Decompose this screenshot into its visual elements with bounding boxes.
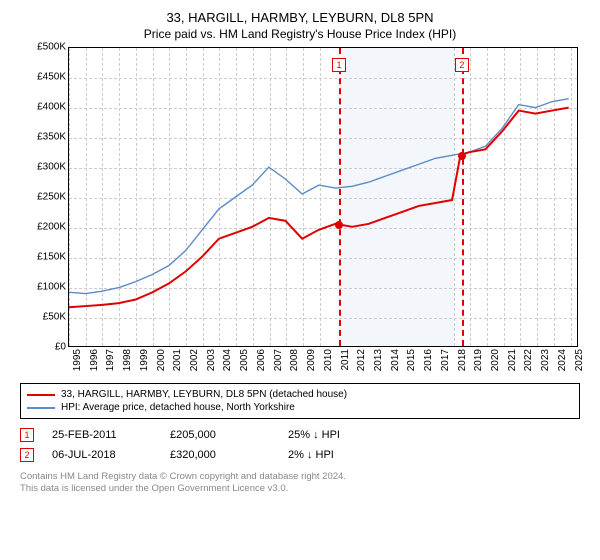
- x-tick-label: 2003: [206, 349, 217, 371]
- legend-item: HPI: Average price, detached house, Nort…: [27, 401, 573, 414]
- footer-line-2: This data is licensed under the Open Gov…: [20, 483, 580, 495]
- x-tick-label: 2005: [239, 349, 250, 371]
- y-axis: £0£50K£100K£150K£200K£250K£300K£350K£400…: [20, 47, 68, 347]
- legend-item: 33, HARGILL, HARMBY, LEYBURN, DL8 5PN (d…: [27, 388, 573, 401]
- event-line: [339, 48, 341, 346]
- x-tick-label: 2008: [289, 349, 300, 371]
- x-tick-label: 2018: [457, 349, 468, 371]
- x-tick-label: 2022: [523, 349, 534, 371]
- event-badge: 2: [455, 58, 469, 72]
- x-tick-label: 1995: [72, 349, 83, 371]
- event-badge-inline: 2: [20, 448, 34, 462]
- plot-area: 12: [68, 47, 578, 347]
- x-tick-label: 2000: [156, 349, 167, 371]
- y-tick-label: £300K: [37, 162, 66, 173]
- events-row: 1 25-FEB-2011 £205,000 25% ↓ HPI: [20, 425, 580, 445]
- event-badge: 1: [332, 58, 346, 72]
- x-tick-label: 2014: [390, 349, 401, 371]
- x-tick-label: 2019: [473, 349, 484, 371]
- legend-label: 33, HARGILL, HARMBY, LEYBURN, DL8 5PN (d…: [61, 389, 347, 400]
- y-tick-label: £350K: [37, 132, 66, 143]
- event-marker: [458, 152, 466, 160]
- y-tick-label: £500K: [37, 42, 66, 53]
- legend: 33, HARGILL, HARMBY, LEYBURN, DL8 5PN (d…: [20, 383, 580, 419]
- y-tick-label: £0: [55, 342, 66, 353]
- events-row: 2 06-JUL-2018 £320,000 2% ↓ HPI: [20, 445, 580, 465]
- page-subtitle: Price paid vs. HM Land Registry's House …: [10, 27, 590, 41]
- x-tick-label: 2004: [222, 349, 233, 371]
- y-tick-label: £200K: [37, 222, 66, 233]
- event-line: [462, 48, 464, 346]
- footer: Contains HM Land Registry data © Crown c…: [20, 471, 580, 496]
- page-title: 33, HARGILL, HARMBY, LEYBURN, DL8 5PN: [10, 10, 590, 25]
- series-line: [69, 99, 569, 294]
- x-tick-label: 2009: [306, 349, 317, 371]
- x-tick-label: 1996: [89, 349, 100, 371]
- x-tick-label: 2025: [574, 349, 585, 371]
- event-date: 06-JUL-2018: [52, 449, 152, 461]
- x-tick-label: 2001: [172, 349, 183, 371]
- event-badge-inline: 1: [20, 428, 34, 442]
- legend-label: HPI: Average price, detached house, Nort…: [61, 402, 295, 413]
- x-tick-label: 2010: [323, 349, 334, 371]
- legend-swatch: [27, 407, 55, 409]
- x-tick-label: 2002: [189, 349, 200, 371]
- x-tick-label: 2012: [356, 349, 367, 371]
- legend-swatch: [27, 394, 55, 396]
- x-tick-label: 2015: [406, 349, 417, 371]
- x-tick-label: 1997: [105, 349, 116, 371]
- event-price: £205,000: [170, 429, 270, 441]
- y-tick-label: £450K: [37, 72, 66, 83]
- x-tick-label: 2021: [507, 349, 518, 371]
- y-tick-label: £400K: [37, 102, 66, 113]
- footer-line-1: Contains HM Land Registry data © Crown c…: [20, 471, 580, 483]
- y-tick-label: £100K: [37, 282, 66, 293]
- price-chart: £0 £50K £100K £150K £200K £250K £300K £350K £400…: [20, 47, 580, 377]
- x-tick-label: 2024: [557, 349, 568, 371]
- x-tick-label: 2016: [423, 349, 434, 371]
- event-marker: [335, 221, 343, 229]
- x-tick-label: 2020: [490, 349, 501, 371]
- x-tick-label: 2023: [540, 349, 551, 371]
- x-tick-label: 1998: [122, 349, 133, 371]
- x-tick-label: 2007: [273, 349, 284, 371]
- x-tick-label: 2011: [340, 349, 351, 371]
- y-tick-label: £250K: [37, 192, 66, 203]
- x-axis: 1995 1996 1997 1998 1999 2000 2001 2002 2003 2004…: [68, 347, 578, 377]
- x-tick-label: 1999: [139, 349, 150, 371]
- x-tick-label: 2013: [373, 349, 384, 371]
- y-tick-label: £50K: [43, 312, 66, 323]
- events-table: 1 25-FEB-2011 £205,000 25% ↓ HPI 2 06-JUL-201…: [20, 425, 580, 465]
- event-delta: 2% ↓ HPI: [288, 449, 388, 461]
- x-tick-label: 2006: [256, 349, 267, 371]
- y-tick-label: £150K: [37, 252, 66, 263]
- event-delta: 25% ↓ HPI: [288, 429, 388, 441]
- x-tick-label: 2017: [440, 349, 451, 371]
- event-date: 25-FEB-2011: [52, 429, 152, 441]
- event-price: £320,000: [170, 449, 270, 461]
- series-svg: [69, 48, 577, 346]
